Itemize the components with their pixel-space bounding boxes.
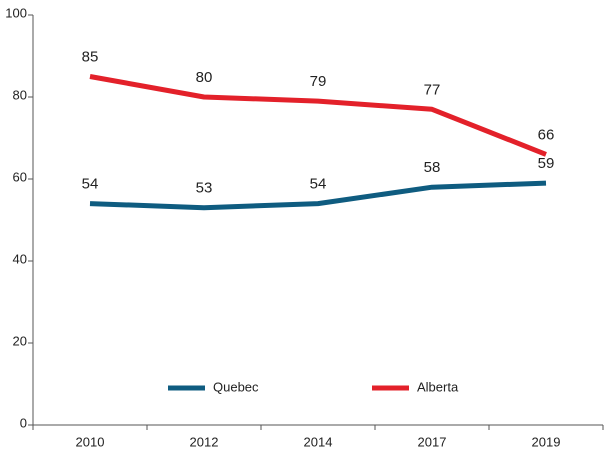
data-label: 59 bbox=[538, 155, 555, 172]
y-tick-label: 60 bbox=[13, 169, 27, 184]
data-label: 85 bbox=[82, 48, 99, 65]
series-line bbox=[89, 180, 547, 211]
data-label: 54 bbox=[82, 176, 99, 193]
x-tick-label: 2017 bbox=[418, 434, 447, 449]
data-label: 79 bbox=[310, 73, 327, 90]
data-label: 66 bbox=[538, 126, 555, 143]
y-tick-label: 80 bbox=[13, 87, 27, 102]
x-tick-label: 2014 bbox=[304, 434, 333, 449]
x-tick-label: 2019 bbox=[532, 434, 561, 449]
data-label: 77 bbox=[424, 81, 441, 98]
x-tick-label: 2010 bbox=[76, 434, 105, 449]
data-label: 80 bbox=[196, 69, 213, 86]
y-tick-label: 0 bbox=[20, 415, 27, 430]
data-label: 58 bbox=[424, 159, 441, 176]
legend-label: Alberta bbox=[417, 379, 459, 394]
series-line bbox=[89, 74, 547, 157]
y-tick-label: 20 bbox=[13, 333, 27, 348]
x-tick-label: 2012 bbox=[190, 434, 219, 449]
legend-label: Quebec bbox=[213, 379, 259, 394]
y-tick-label: 40 bbox=[13, 251, 27, 266]
data-label: 54 bbox=[310, 176, 327, 193]
y-tick-label: 100 bbox=[5, 5, 27, 20]
data-label: 53 bbox=[196, 180, 213, 197]
